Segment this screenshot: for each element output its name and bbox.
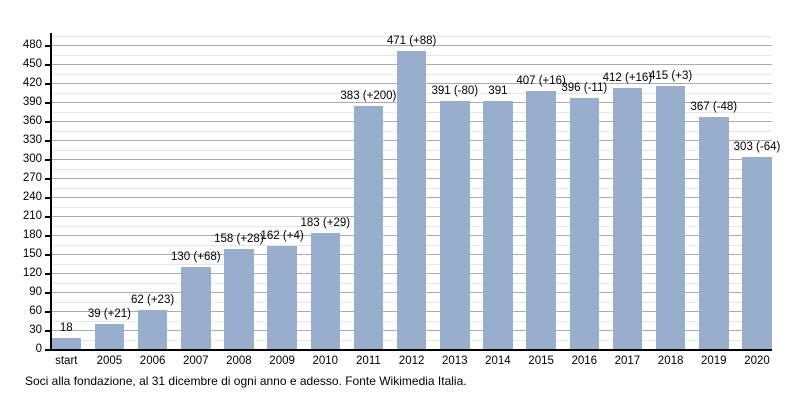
bar-2011 xyxy=(353,106,384,349)
y-tick-mark xyxy=(45,140,50,142)
bar-2006 xyxy=(137,309,168,349)
y-tick-label: 300 xyxy=(22,153,42,165)
bar-2010 xyxy=(310,233,340,349)
y-tick-mark xyxy=(45,235,50,237)
x-tick-label-2018: 2018 xyxy=(657,355,684,367)
bar-2017 xyxy=(612,88,643,349)
x-tick-label-2016: 2016 xyxy=(571,355,598,367)
x-tick-label-2006: 2006 xyxy=(139,355,166,367)
y-tick-mark xyxy=(45,254,50,256)
x-tick-label-2014: 2014 xyxy=(485,355,511,367)
x-tick-label-2012: 2012 xyxy=(398,355,425,367)
bar-2012 xyxy=(396,50,427,349)
x-tick-label-2009: 2009 xyxy=(269,355,295,367)
bar-2018 xyxy=(655,86,686,349)
y-tick-mark xyxy=(45,292,50,294)
y-tick-mark xyxy=(45,64,50,66)
y-tick-label: 0 xyxy=(35,343,42,355)
y-tick-label: 270 xyxy=(22,172,42,184)
x-tick-label-2005: 2005 xyxy=(96,355,123,367)
x-tick-label-2007: 2007 xyxy=(183,355,209,367)
y-tick-label: 90 xyxy=(29,286,42,298)
bar-2015 xyxy=(526,91,556,349)
bar-value-label: 396 (-11) xyxy=(561,82,608,95)
y-tick-mark xyxy=(45,349,50,351)
y-tick-mark xyxy=(45,102,50,104)
y-tick-label: 390 xyxy=(22,96,42,108)
bar-value-label: 471 (+88) xyxy=(386,34,437,47)
x-tick-label-2011: 2011 xyxy=(356,355,381,367)
x-tick-label-2008: 2008 xyxy=(226,355,252,367)
y-tick-label: 210 xyxy=(22,210,42,222)
y-tick-label: 30 xyxy=(29,324,42,336)
y-tick-label: 150 xyxy=(22,248,42,260)
y-tick-mark xyxy=(45,45,50,47)
bar-2014 xyxy=(483,101,513,349)
y-tick-mark xyxy=(45,216,50,218)
bar-2008 xyxy=(224,248,254,349)
bar-value-label: 303 (-64) xyxy=(733,141,781,154)
bar-value-label: 391 xyxy=(488,85,508,98)
x-tick-label-2010: 2010 xyxy=(312,355,339,367)
y-tick-mark xyxy=(45,330,50,332)
x-tick-label-2015: 2015 xyxy=(528,355,554,367)
bar-value-label: 367 (-48) xyxy=(690,100,738,113)
bar-start xyxy=(51,337,81,349)
y-tick-mark xyxy=(45,197,50,199)
bar-value-label: 383 (+200) xyxy=(340,90,397,103)
bar-2005 xyxy=(94,324,125,349)
y-tick-label: 120 xyxy=(22,267,42,279)
x-tick-label-2013: 2013 xyxy=(442,355,468,367)
bar-2007 xyxy=(181,266,211,349)
y-tick-mark xyxy=(45,83,50,85)
y-tick-label: 180 xyxy=(22,229,42,241)
chart-caption: Soci alla fondazione, al 31 dicembre di … xyxy=(25,374,467,388)
bar-2020 xyxy=(742,157,772,349)
y-tick-label: 450 xyxy=(22,58,42,70)
y-tick-mark xyxy=(45,121,50,123)
bar-2019 xyxy=(699,116,729,349)
y-tick-label: 420 xyxy=(22,77,42,89)
bar-value-label: 158 (+28) xyxy=(214,232,264,245)
y-tick-label: 240 xyxy=(22,191,42,203)
bar-value-label: 183 (+29) xyxy=(300,217,351,230)
gridline-minor xyxy=(50,35,772,37)
bar-value-label: 407 (+16) xyxy=(516,75,566,88)
gridline-major xyxy=(50,45,772,46)
bar-value-label: 62 (+23) xyxy=(131,293,175,306)
y-tick-mark xyxy=(45,273,50,275)
bar-value-label: 412 (+16) xyxy=(602,72,653,85)
bar-value-label: 391 (-80) xyxy=(431,85,479,98)
y-tick-mark xyxy=(45,178,50,180)
bar-2009 xyxy=(267,246,297,349)
y-tick-label: 360 xyxy=(22,115,42,127)
bar-value-label: 130 (+68) xyxy=(171,250,221,263)
x-axis-line xyxy=(50,349,772,351)
y-tick-label: 480 xyxy=(22,39,42,51)
x-tick-label-start: start xyxy=(55,355,78,367)
y-tick-label: 330 xyxy=(22,134,42,146)
plot-area: 18 39 (+21) 62 (+23) 130 (+68) 158 (+28) 162 … xyxy=(50,33,780,349)
bar-value-label: 162 (+4) xyxy=(260,230,304,243)
bar-2016 xyxy=(569,98,599,349)
x-tick-label-2017: 2017 xyxy=(614,355,641,367)
x-tick-label-2019: 2019 xyxy=(701,355,727,367)
bar-value-label: 18 xyxy=(59,321,73,334)
y-tick-mark xyxy=(45,159,50,161)
x-tick-label-2020: 2020 xyxy=(744,355,770,367)
y-tick-label: 60 xyxy=(29,305,42,317)
y-tick-mark xyxy=(45,311,50,313)
bar-value-label: 39 (+21) xyxy=(87,308,131,321)
y-axis-line xyxy=(50,33,52,349)
bar-value-label: 415 (+3) xyxy=(649,70,693,83)
bar-2013 xyxy=(440,101,470,349)
